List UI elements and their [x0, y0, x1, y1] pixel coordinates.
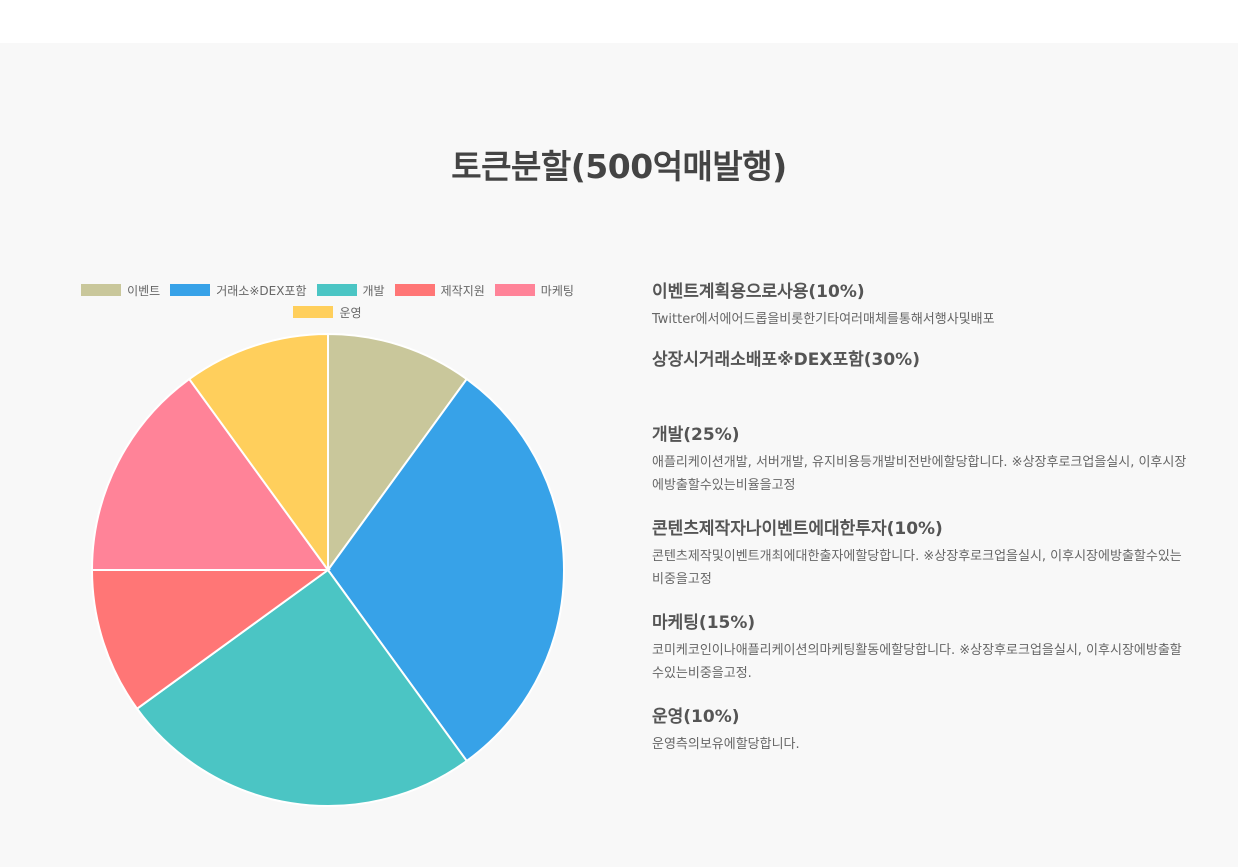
- allocation-title: 개발(25%): [652, 425, 740, 445]
- allocation-item-operation: 운영(10%) 운영측의보유에할당합니다.: [652, 705, 1192, 756]
- allocation-title: 상장시거래소배포※DEX포함(30%): [652, 350, 920, 370]
- allocation-title: 운영(10%): [652, 707, 740, 727]
- allocation-item-development: 개발(25%) 애플리케이션개발, 서버개발, 유지비용등개발비전반에할당합니다…: [652, 423, 1192, 497]
- legend-swatch: [494, 284, 535, 296]
- legend-item[interactable]: 제작지원: [394, 282, 485, 298]
- allocation-item-event: 이벤트계획용으로사용(10%) Twitter에서에어드롭을비롯한기타여러매체를…: [652, 280, 1192, 331]
- legend-label: 이벤트: [127, 283, 161, 298]
- allocation-title: 콘텐츠제작자나이벤트에대한투자(10%): [652, 519, 943, 539]
- allocation-title: 이벤트계획용으로사용(10%): [652, 282, 865, 302]
- allocation-details: 이벤트계획용으로사용(10%) Twitter에서에어드롭을비롯한기타여러매체를…: [652, 280, 1192, 756]
- legend-label: 마케팅: [540, 283, 574, 298]
- legend-item[interactable]: 거래소※DEX포함: [170, 282, 307, 298]
- legend-swatch: [394, 284, 435, 296]
- pie-slice-3[interactable]: [135, 568, 469, 807]
- legend-item[interactable]: 이벤트: [81, 282, 160, 298]
- pie-slice-1[interactable]: [327, 332, 469, 574]
- legend-label: 제작지원: [440, 283, 485, 298]
- allocation-desc: 운영측의보유에할당합니다.: [652, 737, 800, 752]
- allocation-desc: 콘텐츠제작및이벤트개최에대한출자에할당합니다. ※상장후로크업을실시, 이후시장…: [652, 549, 1182, 587]
- allocation-desc: 코미케코인이나애플리케이션의마케팅활동에할당합니다. ※상장후로크업을실시, 이…: [652, 643, 1182, 681]
- pie-slice-4[interactable]: [90, 569, 332, 711]
- allocation-desc: Twitter에서에어드롭을비롯한기타여러매체를통해서행사및배포: [652, 312, 995, 327]
- pie-slice-6[interactable]: [187, 332, 329, 574]
- legend-swatch: [293, 306, 334, 318]
- chart-title: 토큰분할(500억매발행): [451, 147, 787, 186]
- legend-swatch: [170, 284, 211, 296]
- legend-swatch: [316, 284, 357, 296]
- legend-item[interactable]: 마케팅: [494, 282, 574, 298]
- allocation-item-exchange: 상장시거래소배포※DEX포함(30%): [652, 348, 1192, 372]
- chart-legend: 이벤트 거래소※DEX포함 개발 제작지원 마케팅 운영: [60, 282, 595, 320]
- legend-label: 개발: [362, 283, 385, 298]
- allocation-item-content: 콘텐츠제작자나이벤트에대한투자(10%) 콘텐츠제작및이벤트개최에대한출자에할당…: [652, 517, 1192, 591]
- legend-item[interactable]: 운영: [293, 304, 362, 320]
- pie-slice-2[interactable]: [326, 377, 565, 763]
- allocation-title: 마케팅(15%): [652, 613, 756, 633]
- allocation-item-marketing: 마케팅(15%) 코미케코인이나애플리케이션의마케팅활동에할당합니다. ※상장후…: [652, 611, 1192, 685]
- pie-chart: [90, 332, 565, 807]
- legend-label: 거래소※DEX포함: [216, 283, 307, 298]
- allocation-desc: 애플리케이션개발, 서버개발, 유지비용등개발비전반에할당합니다. ※상장후로크…: [652, 455, 1187, 493]
- legend-item[interactable]: 개발: [316, 282, 385, 298]
- legend-swatch: [81, 284, 122, 296]
- legend-label: 운영: [339, 305, 362, 320]
- pie-slice-5[interactable]: [90, 377, 330, 571]
